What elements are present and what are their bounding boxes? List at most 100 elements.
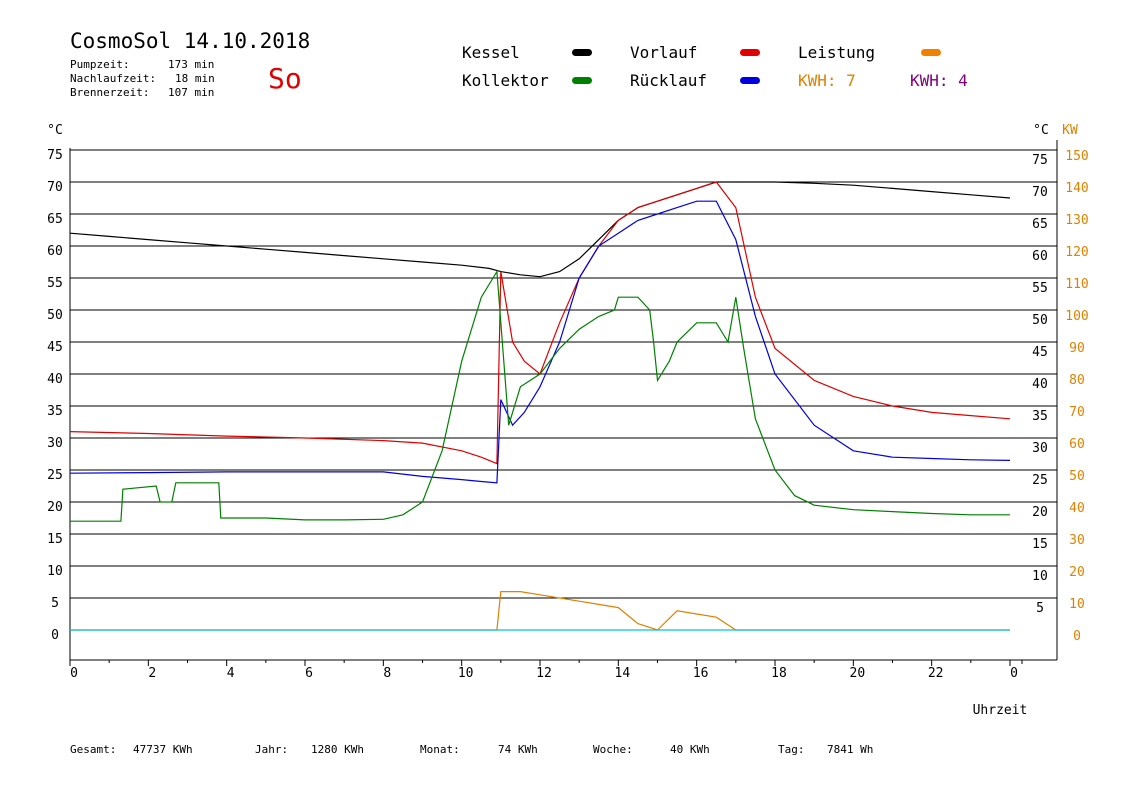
y-right-tick-45: 45 (1032, 345, 1048, 360)
footer-gesamt-label: Gesamt: (70, 743, 117, 756)
footer-monat-label: Monat: (420, 743, 460, 756)
y-right-tick-5: 5 (1036, 601, 1044, 616)
y-kw-tick-80: 80 (1069, 373, 1085, 388)
y-right-tick-55: 55 (1032, 281, 1048, 296)
stat-pumpzeit-label: Pumpzeit: (70, 58, 130, 71)
y-left-tick-5: 5 (51, 596, 59, 611)
y-kw-tick-60: 60 (1069, 437, 1085, 452)
y-left-tick-55: 55 (47, 276, 63, 291)
series-line-kollektor (70, 269, 1010, 522)
y-right-tick-20: 20 (1032, 505, 1048, 520)
y-kw-unit: KW (1062, 123, 1078, 138)
x-tick-7: 14 (615, 666, 631, 681)
legend-leistung-label: Leistung (798, 43, 876, 62)
stat-nachlaufzeit-label: Nachlaufzeit: (70, 72, 157, 85)
y-left-tick-10: 10 (47, 564, 63, 579)
series-line-vorlauf (69, 181, 1011, 465)
y-left-tick-0: 0 (51, 628, 59, 643)
chart-title: CosmoSol 14.10.2018 (70, 29, 311, 53)
footer-gesamt-value: 47737 KWh (133, 743, 193, 756)
x-tick-12: 0 (1010, 666, 1018, 681)
y-left-tick-15: 15 (47, 532, 63, 547)
stat-brennerzeit-value: 107 min (168, 86, 215, 99)
legend-vorlauf-swatch (740, 49, 760, 56)
series-line-kessel (69, 181, 1011, 278)
footer-jahr-value: 1280 KWh (311, 743, 364, 756)
y-right-tick-70: 70 (1032, 185, 1048, 200)
legend-vorlauf-label: Vorlauf (630, 43, 698, 62)
x-tick-5: 10 (458, 666, 474, 681)
y-right-tick-65: 65 (1032, 217, 1048, 232)
x-tick-4: 8 (383, 666, 391, 681)
legend-kessel-label: Kessel (462, 43, 520, 62)
y-kw-tick-150: 150 (1065, 149, 1088, 164)
y-right-tick-60: 60 (1032, 249, 1048, 264)
chart-axes (69, 140, 1058, 666)
y-left-tick-30: 30 (47, 436, 63, 451)
y-right-tick-40: 40 (1032, 377, 1048, 392)
y-right-tick-50: 50 (1032, 313, 1048, 328)
x-axis-label: Uhrzeit (973, 703, 1028, 718)
y-left-tick-35: 35 (47, 404, 63, 419)
x-tick-10: 20 (850, 666, 866, 681)
series-line-leistung (70, 590, 1010, 631)
chart-series (69, 181, 1011, 631)
y-left-unit: °C (47, 123, 63, 138)
x-tick-11: 22 (928, 666, 944, 681)
y-kw-tick-130: 130 (1065, 213, 1088, 228)
legend-kwh1-label: KWH: 7 (798, 71, 856, 90)
footer-tag-label: Tag: (778, 743, 805, 756)
y-right-tick-15: 15 (1032, 537, 1048, 552)
y-left-tick-25: 25 (47, 468, 63, 483)
stat-nachlaufzeit-value: 18 min (175, 72, 215, 85)
footer-woche-value: 40 KWh (670, 743, 710, 756)
x-tick-3: 6 (305, 666, 313, 681)
stat-pumpzeit-value: 173 min (168, 58, 215, 71)
y-kw-tick-10: 10 (1069, 597, 1085, 612)
x-tick-0: 0 (70, 666, 78, 681)
footer-tag-value: 7841 Wh (827, 743, 874, 756)
y-right-tick-10: 10 (1032, 569, 1048, 584)
y-kw-tick-100: 100 (1065, 309, 1088, 324)
x-tick-1: 2 (148, 666, 156, 681)
y-kw-tick-30: 30 (1069, 533, 1085, 548)
chart-tick-labels: 7570656055504540353025201510507570656055… (47, 123, 1089, 718)
y-left-tick-50: 50 (47, 308, 63, 323)
footer-jahr-label: Jahr: (255, 743, 289, 756)
legend-ruecklauf-label: Rücklauf (630, 71, 708, 90)
y-right-tick-25: 25 (1032, 473, 1048, 488)
y-left-tick-20: 20 (47, 500, 63, 515)
legend-kollektor-label: Kollektor (462, 71, 549, 90)
legend-kollektor-swatch (572, 77, 592, 84)
footer-monat-value: 74 KWh (498, 743, 538, 756)
series-line-rücklauf (69, 200, 1011, 484)
y-left-tick-75: 75 (47, 148, 63, 163)
y-right-tick-75: 75 (1032, 153, 1048, 168)
y-left-tick-40: 40 (47, 372, 63, 387)
legend-leistung-swatch (921, 49, 941, 56)
y-kw-tick-70: 70 (1069, 405, 1085, 420)
y-kw-tick-50: 50 (1069, 469, 1085, 484)
y-kw-tick-40: 40 (1069, 501, 1085, 516)
y-kw-tick-90: 90 (1069, 341, 1085, 356)
y-left-tick-65: 65 (47, 212, 63, 227)
weekday-label: So (268, 62, 302, 95)
y-kw-tick-20: 20 (1069, 565, 1085, 580)
y-left-tick-45: 45 (47, 340, 63, 355)
x-tick-8: 16 (693, 666, 709, 681)
y-kw-tick-140: 140 (1065, 181, 1088, 196)
y-right-tick-30: 30 (1032, 441, 1048, 456)
x-tick-2: 4 (227, 666, 235, 681)
y-right-unit: °C (1033, 123, 1049, 138)
legend-kwh2-label: KWH: 4 (910, 71, 968, 90)
y-left-tick-60: 60 (47, 244, 63, 259)
stat-brennerzeit-label: Brennerzeit: (70, 86, 150, 99)
y-kw-tick-120: 120 (1065, 245, 1088, 260)
y-kw-tick-0: 0 (1073, 629, 1081, 644)
legend-kessel-swatch (572, 49, 592, 56)
legend-ruecklauf-swatch (740, 77, 760, 84)
x-tick-6: 12 (536, 666, 552, 681)
x-tick-9: 18 (771, 666, 787, 681)
y-left-tick-70: 70 (47, 180, 63, 195)
